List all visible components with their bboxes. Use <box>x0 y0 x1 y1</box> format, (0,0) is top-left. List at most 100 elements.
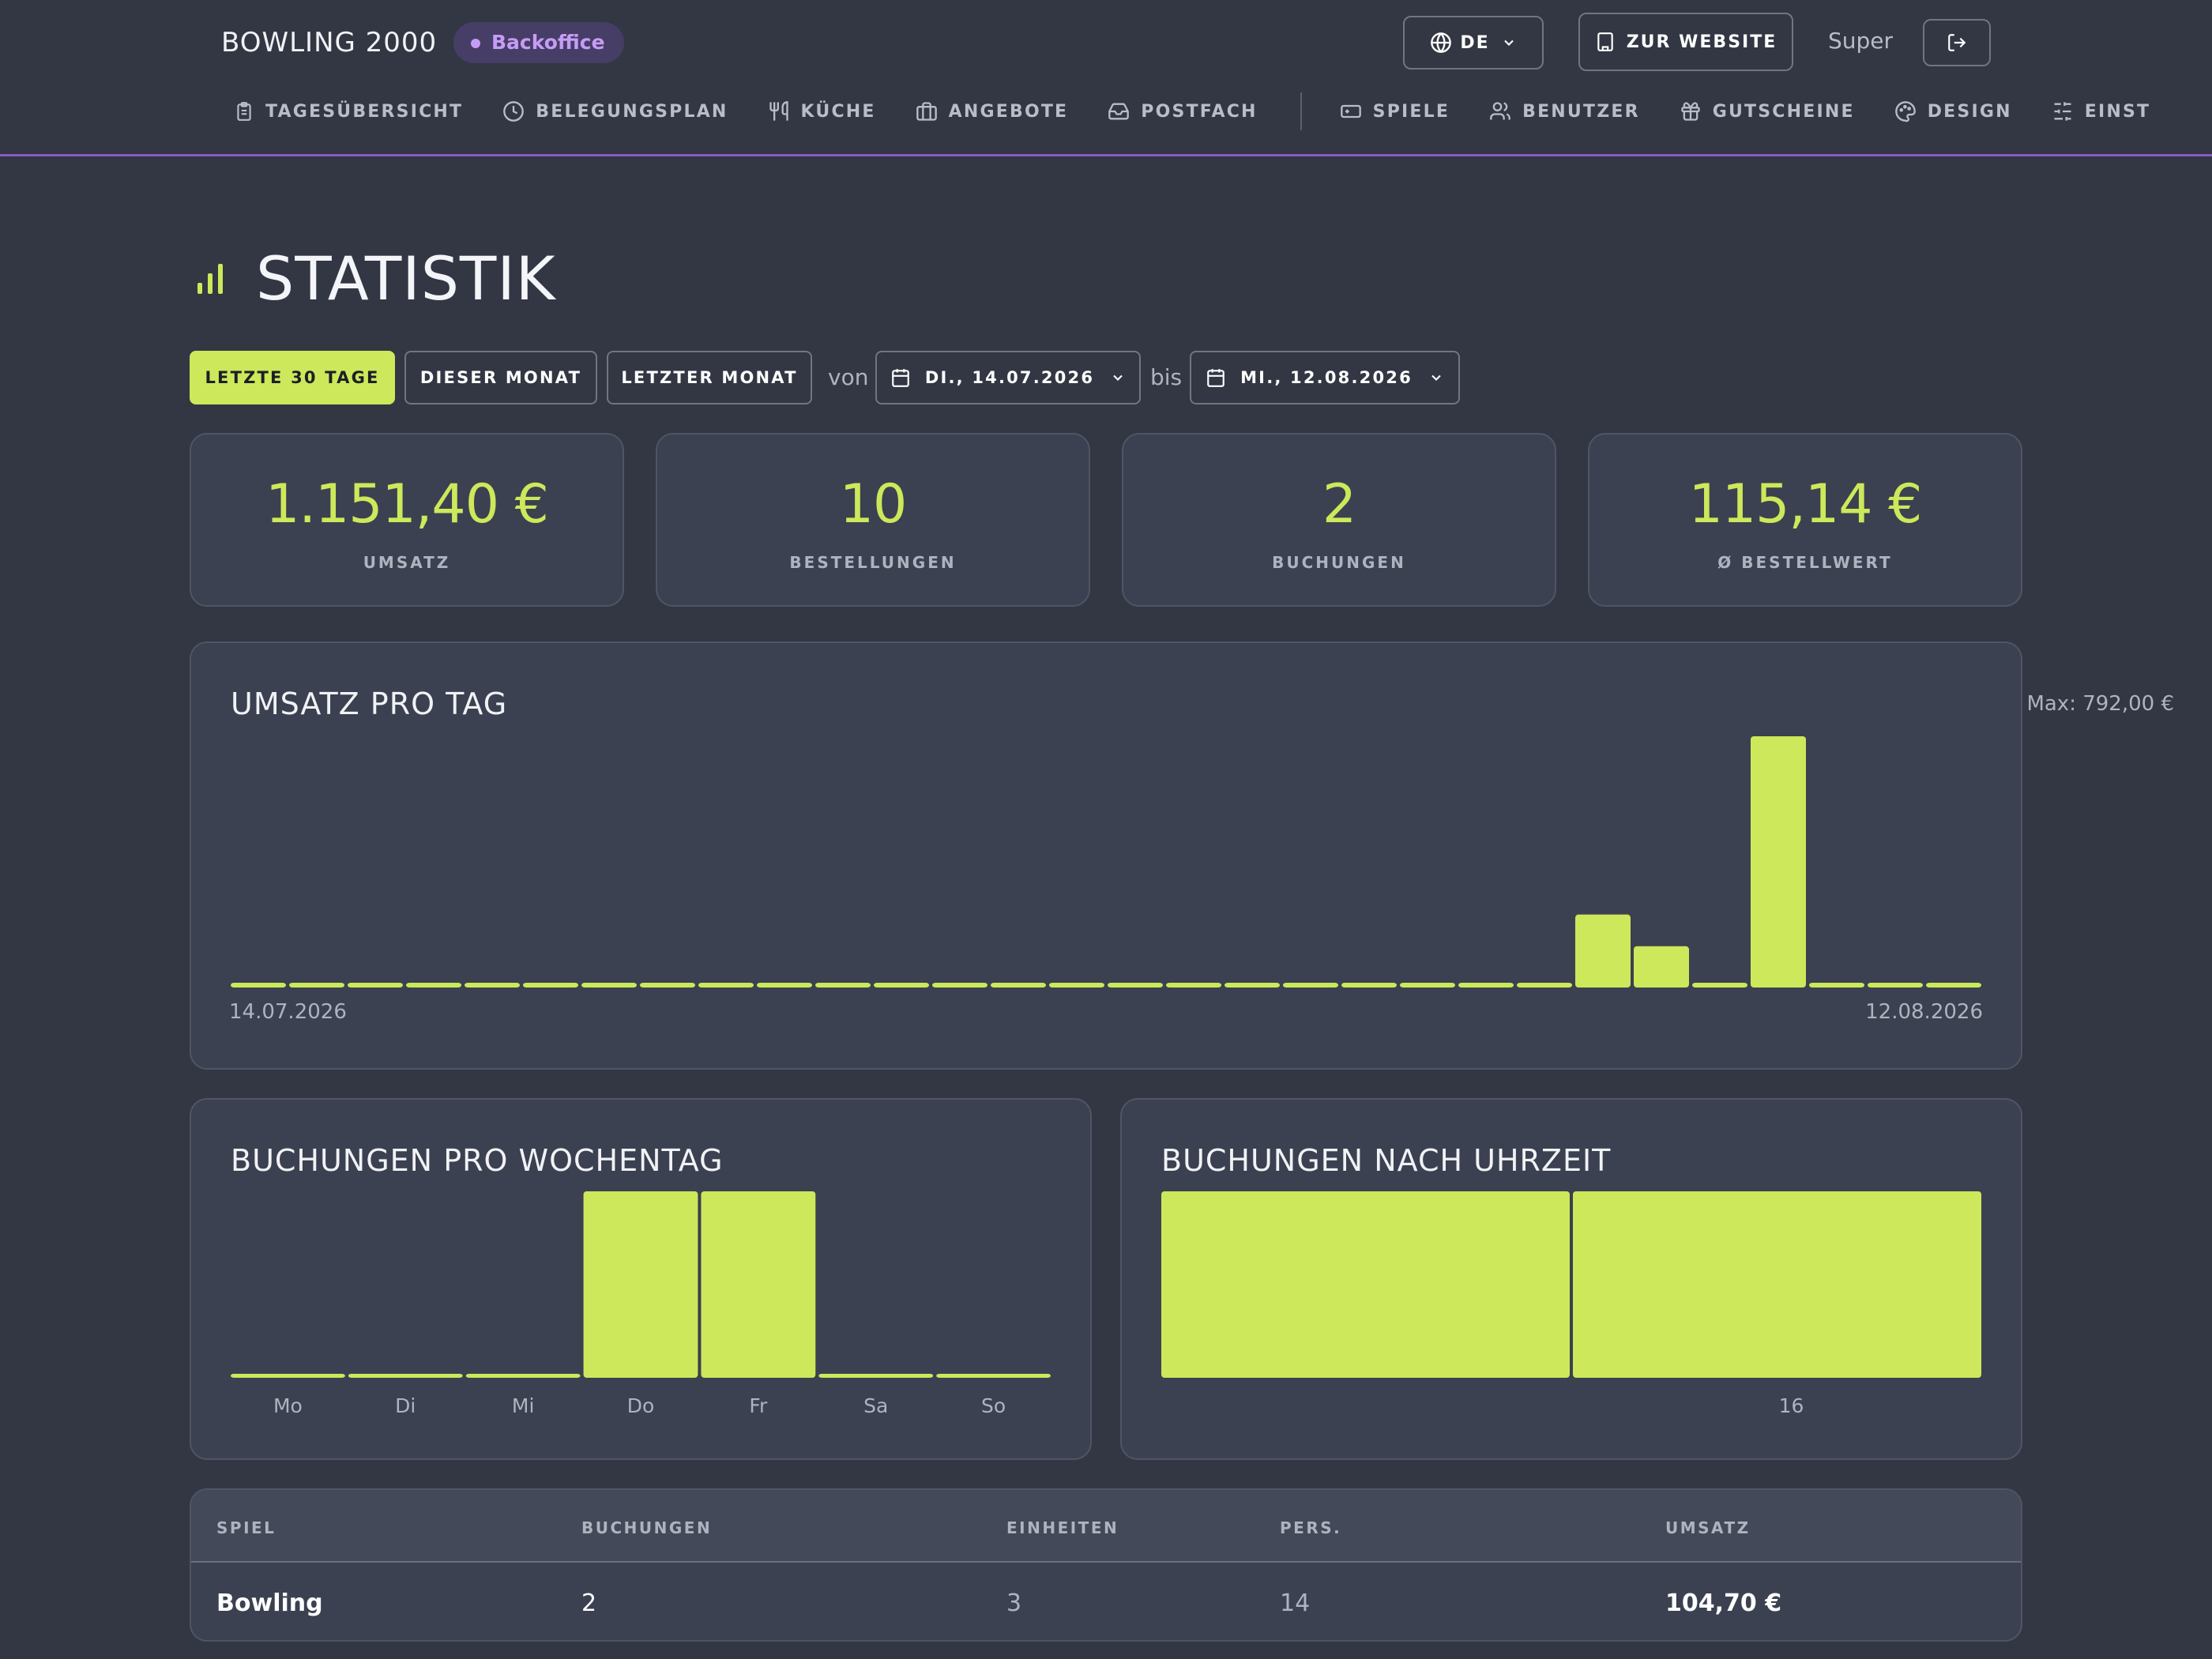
weekday-label: Mo <box>273 1394 303 1417</box>
sliders-icon <box>2054 102 2071 121</box>
chart-title: UMSATZ PRO TAG <box>231 687 508 721</box>
weekday-bar <box>701 1191 816 1378</box>
calendar-icon <box>891 369 909 387</box>
daily-revenue-bar <box>757 983 812 988</box>
clipboard-icon <box>237 102 251 121</box>
date-to-picker[interactable]: MI., 12.08.2026 <box>1190 351 1460 404</box>
weekday-label: So <box>981 1394 1006 1417</box>
cell-bookings: 2 <box>581 1589 597 1617</box>
column-header[interactable]: UMSATZ <box>1665 1518 1751 1537</box>
weekday-label: Di <box>395 1394 416 1417</box>
table-header: SPIEL BUCHUNGEN EINHEITEN PERS. UMSATZ <box>191 1490 2021 1563</box>
daily-revenue-bar <box>1400 983 1455 988</box>
weekday-bar <box>348 1374 463 1378</box>
brand-logo[interactable]: BOWLING 2000 <box>221 27 438 58</box>
daily-revenue-bar <box>1517 983 1572 988</box>
daily-revenue-bar <box>1108 983 1163 988</box>
cell-game: Bowling <box>216 1589 323 1617</box>
kpi-card-revenue: 1.151,40 € UMSATZ <box>190 433 624 607</box>
nav-label: KÜCHE <box>800 101 876 122</box>
weekday-label: Sa <box>863 1394 888 1417</box>
daily-revenue-bar <box>406 983 461 988</box>
nav-label: SPIELE <box>1372 101 1450 122</box>
chart-start-date: 14.07.2026 <box>229 1000 347 1024</box>
chevron-down-icon <box>1503 40 1514 46</box>
weekday-bookings-chart: Mo Di Mi Do Fr Sa So <box>231 1191 1051 1417</box>
games-table: SPIEL BUCHUNGEN EINHEITEN PERS. UMSATZ B… <box>190 1488 2022 1642</box>
range-last-month-button[interactable]: LETZTER MONAT <box>607 351 812 404</box>
range-this-month-button[interactable]: DIESER MONAT <box>404 351 597 404</box>
bar-chart-icon <box>198 264 223 294</box>
daily-revenue-bar <box>1634 946 1689 988</box>
website-button[interactable]: ZUR WEBSITE <box>1578 13 1793 71</box>
nav-item-kueche[interactable]: KÜCHE <box>768 100 876 122</box>
nav-label: GUTSCHEINE <box>1712 101 1855 122</box>
nav-item-design[interactable]: DESIGN <box>1894 100 2012 122</box>
backoffice-badge: Backoffice <box>453 22 624 63</box>
daily-revenue-bar <box>1575 914 1631 988</box>
chart-title: BUCHUNGEN NACH UHRZEIT <box>1161 1143 1612 1178</box>
nav-item-spiele[interactable]: SPIELE <box>1340 100 1450 122</box>
nav-item-gutscheine[interactable]: GUTSCHEINE <box>1680 100 1855 122</box>
daily-revenue-bar <box>932 983 988 988</box>
nav-label: TAGESÜBERSICHT <box>265 101 464 122</box>
daily-revenue-bar <box>348 983 403 988</box>
nav-item-tagesuebersicht[interactable]: TAGESÜBERSICHT <box>234 101 463 122</box>
daily-revenue-bar <box>1926 983 1981 988</box>
weekday-bar <box>818 1374 934 1378</box>
nav-item-einstellungen[interactable]: EINST <box>2052 100 2150 122</box>
utensils-icon <box>769 101 788 121</box>
language-selector[interactable]: DE <box>1403 16 1544 70</box>
weekday-bar <box>583 1191 698 1378</box>
building-icon <box>1597 32 1613 51</box>
daily-revenue-bar <box>1751 736 1806 988</box>
users-icon <box>1490 102 1510 120</box>
from-label: von <box>828 364 869 390</box>
nav-item-angebote[interactable]: ANGEBOTE <box>916 100 1069 122</box>
date-from-picker[interactable]: DI., 14.07.2026 <box>875 351 1141 404</box>
nav-divider <box>1300 92 1302 130</box>
hour-label: 16 <box>1779 1394 1804 1417</box>
column-header[interactable]: PERS. <box>1280 1518 1342 1537</box>
globe-icon <box>1431 32 1452 53</box>
cell-units: 3 <box>1006 1589 1022 1617</box>
daily-revenue-bar <box>231 983 286 988</box>
website-button-label: ZUR WEBSITE <box>1626 32 1778 52</box>
nav-item-belegungsplan[interactable]: BELEGUNGSPLAN <box>502 100 728 122</box>
daily-revenue-bar <box>1166 983 1221 988</box>
daily-revenue-bar <box>1341 983 1397 988</box>
calendar-icon <box>1207 369 1224 387</box>
column-header[interactable]: BUCHUNGEN <box>581 1518 713 1537</box>
kpi-value: 1.151,40 € <box>265 473 549 536</box>
page-title: STATISTIK <box>256 243 556 314</box>
logout-icon <box>1948 34 1966 51</box>
chart-max-label: Max: 792,00 € <box>2026 692 2174 716</box>
nav-label: BENUTZER <box>1522 101 1640 122</box>
clock-icon <box>503 101 525 122</box>
daily-revenue-bar <box>1868 983 1923 988</box>
daily-revenue-bar <box>1809 983 1864 988</box>
nav-item-benutzer[interactable]: BENUTZER <box>1489 100 1640 122</box>
column-header[interactable]: SPIEL <box>216 1518 276 1537</box>
range-last-30-days-button[interactable]: LETZTE 30 TAGE <box>190 351 395 404</box>
logout-button[interactable] <box>1923 19 1991 66</box>
language-label: DE <box>1460 32 1490 53</box>
nav-item-postfach[interactable]: POSTFACH <box>1108 100 1257 122</box>
daily-revenue-bar <box>874 983 929 988</box>
weekday-bar <box>465 1374 581 1378</box>
weekday-bar <box>936 1374 1051 1378</box>
weekday-label: Mi <box>512 1394 535 1417</box>
column-header[interactable]: EINHEITEN <box>1006 1518 1119 1537</box>
badge-label: Backoffice <box>491 31 605 54</box>
gift-icon <box>1681 102 1700 121</box>
main-nav: TAGESÜBERSICHT BELEGUNGSPLAN KÜCHE ANGEB… <box>234 92 2190 130</box>
user-name[interactable]: Super <box>1828 28 1894 54</box>
kpi-label: BESTELLUNGEN <box>789 553 957 572</box>
date-to-value: MI., 12.08.2026 <box>1240 368 1413 387</box>
kpi-label: BUCHUNGEN <box>1272 553 1406 572</box>
nav-label: POSTFACH <box>1141 101 1258 122</box>
nav-label: BELEGUNGSPLAN <box>536 101 728 122</box>
date-from-value: DI., 14.07.2026 <box>924 368 1095 387</box>
cell-revenue: 104,70 € <box>1665 1589 1782 1617</box>
daily-revenue-bar <box>1283 983 1338 988</box>
